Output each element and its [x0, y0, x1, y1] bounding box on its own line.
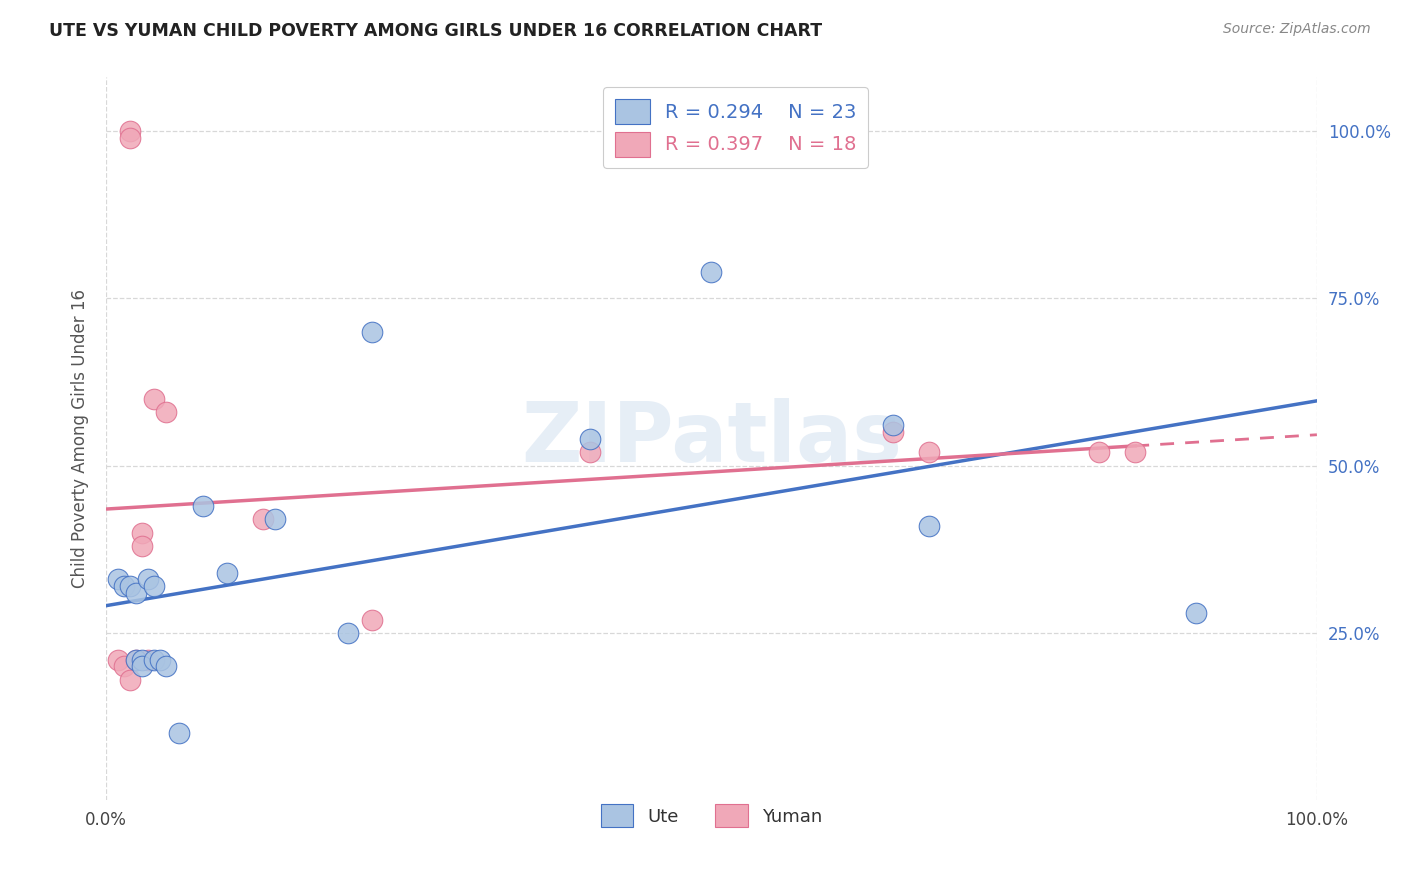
Point [252, 512, 274, 526]
Text: Source: ZipAtlas.com: Source: ZipAtlas.com [1223, 22, 1371, 37]
Point [361, 325, 384, 339]
Point [1184, 606, 1206, 620]
Point [131, 659, 153, 673]
Point [143, 392, 166, 406]
Point [136, 573, 159, 587]
Y-axis label: Child Poverty Among Girls Under 16: Child Poverty Among Girls Under 16 [72, 289, 89, 589]
Point [579, 445, 602, 459]
Point [264, 512, 287, 526]
Point [125, 586, 148, 600]
Point [1123, 445, 1146, 459]
Point [120, 124, 142, 138]
Point [700, 264, 723, 278]
Point [143, 653, 166, 667]
Point [120, 579, 142, 593]
Legend: Ute, Yuman: Ute, Yuman [593, 797, 830, 835]
Point [120, 673, 142, 687]
Point [918, 445, 941, 459]
Point [155, 405, 177, 419]
Point [125, 653, 148, 667]
Point [136, 653, 159, 667]
Text: UTE VS YUMAN CHILD POVERTY AMONG GIRLS UNDER 16 CORRELATION CHART: UTE VS YUMAN CHILD POVERTY AMONG GIRLS U… [49, 22, 823, 40]
Point [215, 566, 238, 580]
Point [112, 579, 135, 593]
Point [131, 539, 153, 553]
Point [131, 525, 153, 540]
Point [191, 499, 214, 513]
Point [167, 726, 190, 740]
Point [882, 418, 904, 433]
Point [120, 130, 142, 145]
Point [149, 653, 172, 667]
Point [131, 653, 153, 667]
Point [918, 518, 941, 533]
Point [882, 425, 904, 439]
Point [112, 659, 135, 673]
Point [107, 653, 129, 667]
Point [337, 626, 360, 640]
Point [107, 573, 129, 587]
Point [1088, 445, 1111, 459]
Point [361, 613, 384, 627]
Text: ZIPatlas: ZIPatlas [520, 399, 901, 479]
Point [155, 659, 177, 673]
Point [143, 579, 166, 593]
Point [579, 432, 602, 446]
Point [125, 653, 148, 667]
